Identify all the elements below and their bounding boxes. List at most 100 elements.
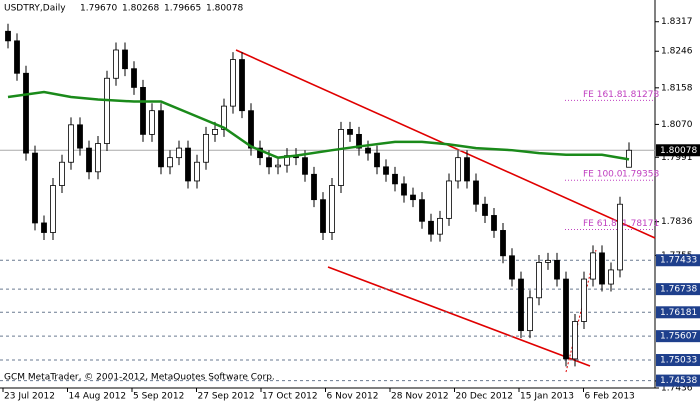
candle-body (221, 105, 227, 130)
candle-body (410, 194, 416, 201)
candle-body (86, 147, 92, 173)
x-tick-label: 27 Sep 2012 (198, 392, 255, 402)
candle-body (599, 252, 605, 285)
candle-body (77, 124, 83, 149)
fe-value: 1.81278 (622, 90, 659, 100)
y-tick-label: 1.7436 (661, 384, 693, 394)
fe-label: FE 100.0 (583, 170, 623, 180)
candle-body (266, 157, 272, 168)
candle-body (32, 152, 38, 224)
level-label: 1.75607 (660, 332, 697, 342)
level-label: 1.76181 (660, 308, 697, 318)
candle-body (167, 157, 173, 168)
candle-body (500, 230, 506, 257)
level-box (656, 306, 700, 319)
y-tick-label: 1.7991 (661, 153, 693, 163)
candle-body (185, 147, 191, 182)
level-label: 1.77433 (660, 256, 697, 266)
candle-body (608, 269, 614, 285)
x-tick-label: 6 Feb 2013 (585, 392, 635, 402)
header-quote: 1.79665 (164, 4, 201, 14)
x-tick-label: 5 Sep 2012 (133, 392, 184, 402)
candle-body (356, 133, 362, 149)
candle-body (41, 222, 47, 233)
candle-body (482, 203, 488, 216)
candle-body (131, 68, 137, 88)
y-tick-label: 1.7836 (661, 217, 693, 227)
level-label: 1.76738 (660, 285, 697, 295)
candle-body (392, 173, 398, 185)
y-tick-label: 1.8070 (661, 120, 693, 130)
candle-body (23, 72, 29, 154)
candle-body (194, 161, 200, 182)
candle-body (149, 110, 155, 135)
candle-body (464, 157, 470, 182)
candle-body (59, 161, 65, 186)
candle-body (572, 321, 578, 360)
candle-body (230, 59, 236, 107)
candle-body (518, 278, 524, 332)
candle-body (5, 30, 11, 42)
candle-body (320, 199, 326, 233)
candle-body (275, 164, 281, 168)
level-label: 1.75033 (660, 356, 697, 366)
candle-body (365, 147, 371, 154)
x-tick-label: 23 Jul 2012 (4, 392, 55, 402)
x-tick-label: 14 Aug 2012 (69, 392, 127, 402)
candle-body (536, 262, 542, 299)
candle-body (383, 166, 389, 175)
candle-body (158, 110, 164, 168)
candle-body (212, 129, 218, 135)
candle-body (455, 157, 461, 182)
candle-body (68, 124, 74, 163)
candle-body (302, 157, 308, 175)
candle-body (374, 152, 380, 168)
candle-body (122, 49, 128, 70)
level-box (656, 354, 700, 367)
header-quote: 1.80078 (206, 4, 243, 14)
candle-body (473, 180, 479, 205)
candle-body (419, 199, 425, 222)
y-tick-label: 1.8317 (661, 17, 693, 27)
level-box (656, 283, 700, 296)
candle-body (311, 173, 317, 201)
candle-body (14, 40, 20, 74)
x-tick-label: 20 Dec 2012 (456, 392, 514, 402)
fe-value: 1.78171 (622, 219, 659, 229)
fe-label: FE 161.8 (583, 90, 623, 100)
candle-body (554, 259, 560, 280)
candle-body (50, 185, 56, 233)
candle-body (563, 278, 569, 360)
footer: GCM MetaTrader, © 2001-2012, MetaQuotes … (4, 373, 275, 383)
level-box (656, 254, 700, 267)
x-tick-label: 6 Nov 2012 (327, 392, 379, 402)
candle-body (545, 259, 551, 263)
price-label: 1.80078 (660, 146, 697, 156)
fe-label: FE 61.8 (583, 219, 617, 229)
candle-body (140, 87, 146, 135)
candle-body (428, 220, 434, 235)
candle-body (617, 203, 623, 271)
candle-body (437, 217, 443, 235)
candle-body (95, 143, 101, 173)
candle-body (329, 185, 335, 233)
y-tick-label: 1.8246 (661, 47, 693, 57)
candle-body (590, 252, 596, 280)
candle-body (401, 183, 407, 196)
price-box (656, 144, 700, 157)
candle-body (257, 147, 263, 159)
fe-value: 1.79358 (622, 170, 659, 180)
candle-body (347, 129, 353, 135)
x-tick-label: 17 Oct 2012 (262, 392, 318, 402)
candle-body (581, 278, 587, 322)
level-box (656, 374, 700, 387)
candle-body (509, 255, 515, 280)
level-box (656, 330, 700, 343)
candle-body (203, 133, 209, 163)
x-tick-label: 15 Jan 2013 (520, 392, 574, 402)
candle-body (491, 215, 497, 231)
candle-body (113, 49, 119, 79)
candle-body (239, 59, 245, 112)
